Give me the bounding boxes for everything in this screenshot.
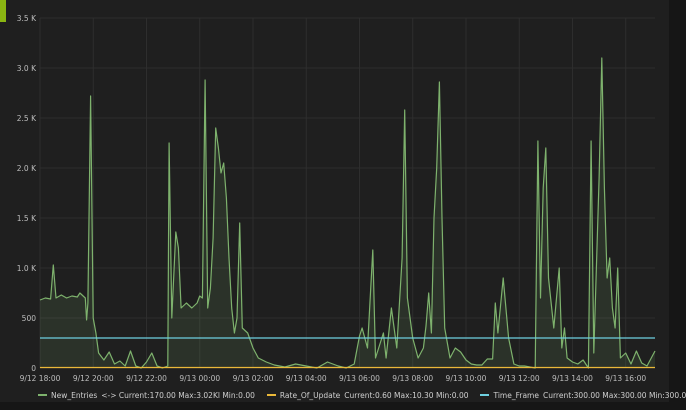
panel-right-gutter xyxy=(669,0,686,410)
x-tick-label: 9/13 10:00 xyxy=(446,374,487,383)
legend-series-stats: Current:300.00 Max:300.00 Min:300.00 xyxy=(542,390,686,400)
legend-item-time-frame[interactable]: Time_Frame Current:300.00 Max:300.00 Min… xyxy=(480,391,686,400)
y-tick-label: 0 xyxy=(31,364,36,373)
series-line-new-entries xyxy=(39,57,656,369)
legend-series-name: Time_Frame xyxy=(493,390,539,400)
legend: New_Entries <-> Current:170.00 Max:3.02K… xyxy=(38,389,686,401)
y-tick-label: 500 xyxy=(22,314,37,323)
y-tick-label: 3.5 K xyxy=(17,14,37,23)
x-tick-label: 9/12 20:00 xyxy=(73,374,114,383)
x-tick-label: 9/13 14:00 xyxy=(552,374,593,383)
x-tick-label: 9/13 04:00 xyxy=(286,374,327,383)
x-tick-label: 9/13 16:00 xyxy=(605,374,646,383)
legend-swatch-time-frame xyxy=(480,394,490,396)
panel-corner-marker xyxy=(0,0,6,22)
legend-series-stats: <-> Current:170.00 Max:3.02Kl Min:0.00 xyxy=(101,390,255,400)
x-tick-label: 9/12 22:00 xyxy=(126,374,167,383)
y-tick-label: 2.0 K xyxy=(17,164,37,173)
x-tick-label: 9/12 18:00 xyxy=(20,374,61,383)
y-tick-label: 1.5 K xyxy=(17,214,37,223)
legend-series-name: New_Entries xyxy=(51,390,98,400)
legend-series-name: Rate_Of_Update xyxy=(279,390,341,400)
x-axis-ticks: 9/12 18:00 9/12 20:00 9/12 22:00 9/13 00:00… xyxy=(20,374,647,383)
x-tick-label: 9/13 08:00 xyxy=(392,374,433,383)
x-tick-label: 9/13 02:00 xyxy=(233,374,274,383)
x-gridlines xyxy=(39,18,627,368)
legend-series-stats: Current:0.60 Max:10.30 Min:0.00 xyxy=(344,390,469,400)
series-area-new-entries xyxy=(40,58,655,368)
panel-bottom-gutter xyxy=(0,402,686,410)
x-tick-label: 9/13 06:00 xyxy=(339,374,380,383)
x-tick-label: 9/13 12:00 xyxy=(499,374,540,383)
legend-swatch-rate-of-update xyxy=(266,394,276,396)
legend-swatch-new-entries xyxy=(38,394,47,396)
y-tick-label: 1.0 K xyxy=(17,264,37,273)
legend-item-rate-of-update[interactable]: Rate_Of_Update Current:0.60 Max:10.30 Mi… xyxy=(266,390,469,400)
y-tick-label: 3.0 K xyxy=(17,64,37,73)
series-layer xyxy=(39,57,656,369)
y-axis-ticks: 0 500 1.0 K 1.5 K 2.0 K 2.5 K 3.0 K 3.5 K xyxy=(17,14,37,373)
y-tick-label: 2.5 K xyxy=(17,114,37,123)
legend-item-new-entries[interactable]: New_Entries <-> Current:170.00 Max:3.02K… xyxy=(38,391,255,400)
x-tick-label: 9/13 00:00 xyxy=(179,374,220,383)
y-gridlines xyxy=(40,17,655,369)
